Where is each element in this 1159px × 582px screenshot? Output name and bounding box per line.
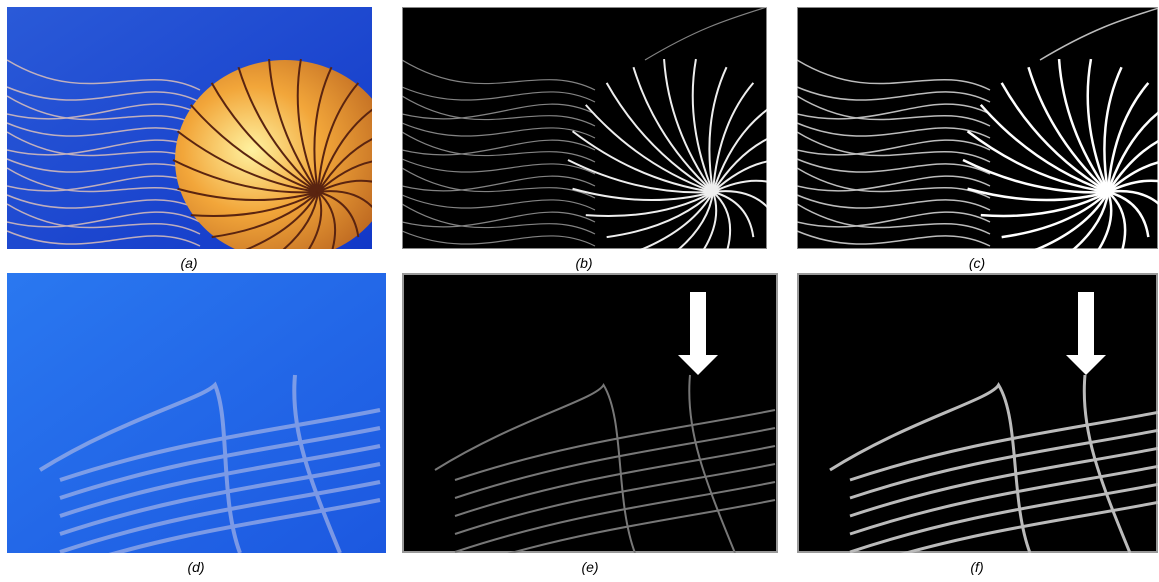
caption: (b): [575, 255, 592, 271]
caption: (f): [970, 559, 983, 575]
edge-panel: [402, 273, 778, 570]
caption: (c): [969, 255, 985, 271]
caption: (d): [187, 559, 204, 575]
figure: (a) (b) (c) (d) (e) (f): [0, 0, 1159, 577]
edge-panel: [797, 7, 1159, 261]
photo-panel: [7, 7, 397, 261]
edge-panel: [402, 7, 792, 261]
edge-panel: [797, 273, 1159, 570]
photo-panel: [7, 273, 386, 570]
caption: (e): [581, 559, 598, 575]
caption: (a): [180, 255, 197, 271]
